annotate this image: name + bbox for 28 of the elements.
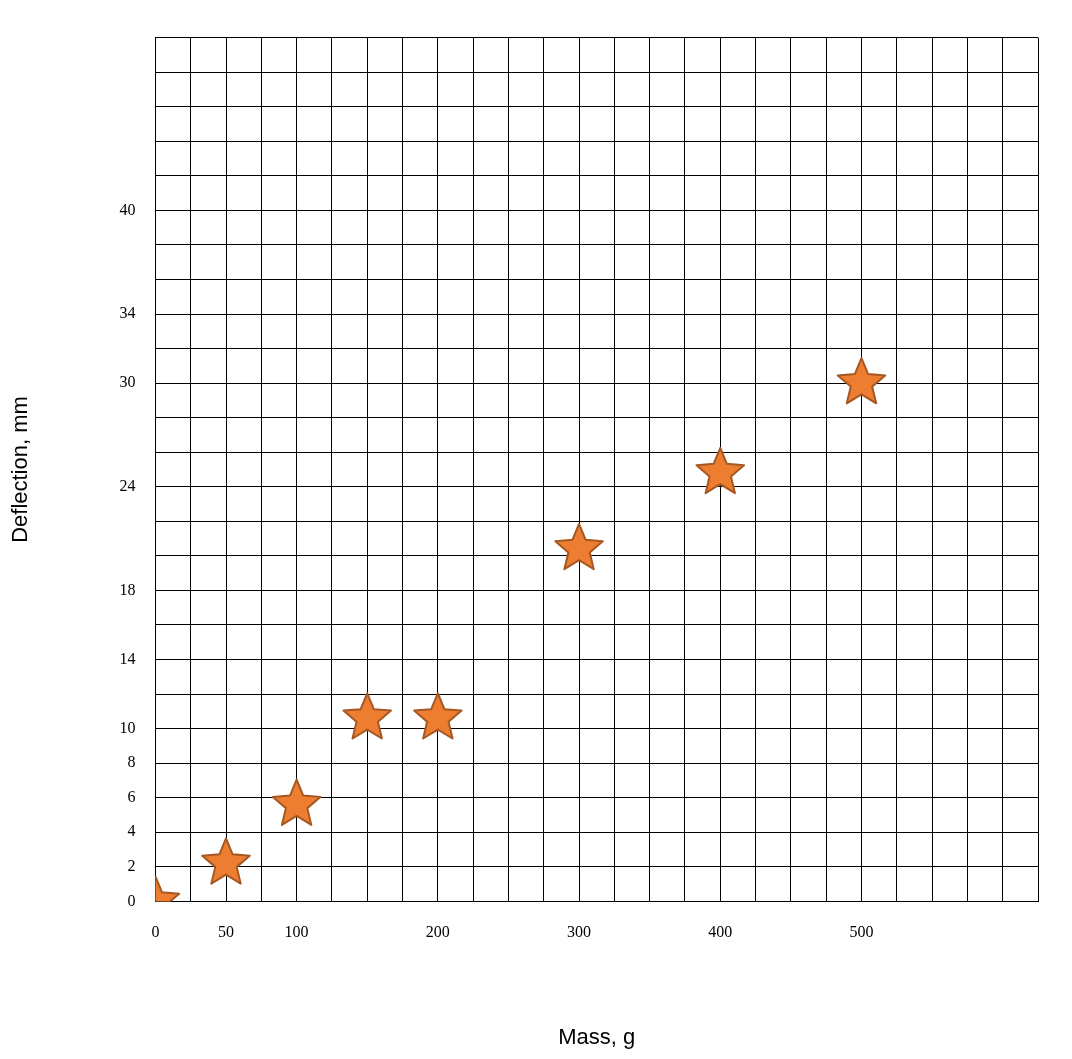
y-tick-label: 6 (127, 787, 136, 805)
y-tick-label: 0 (127, 891, 136, 909)
y-tick-label: 8 (127, 753, 136, 771)
x-tick-label: 400 (708, 923, 733, 941)
point (554, 522, 604, 571)
y-tick-label: 4 (127, 822, 136, 840)
x-tick-label: 500 (849, 923, 874, 941)
x-tick-label: 50 (218, 923, 235, 941)
y-tick-label: 40 (119, 200, 136, 218)
x-tick-label: 300 (567, 923, 592, 941)
y-tick-label: 2 (127, 857, 136, 875)
y-tick-label: 18 (119, 580, 136, 598)
point (836, 357, 887, 405)
point (342, 692, 392, 740)
y-tick-label: 30 (119, 373, 136, 391)
x-tick-label: 100 (284, 923, 309, 941)
x-tick-label: 0 (151, 923, 160, 941)
y-tick-label: 10 (119, 718, 136, 736)
y-tick-label: 24 (119, 476, 136, 494)
y-axis-title: Deflection, mm (7, 396, 33, 543)
y-tick-label: 14 (119, 649, 136, 667)
point (271, 778, 322, 826)
point (201, 837, 251, 885)
y-tick-label: 34 (119, 304, 136, 322)
x-tick-label: 200 (425, 923, 450, 941)
x-axis-title: Mass, g (558, 1023, 636, 1049)
point (413, 692, 463, 740)
point (695, 446, 746, 495)
